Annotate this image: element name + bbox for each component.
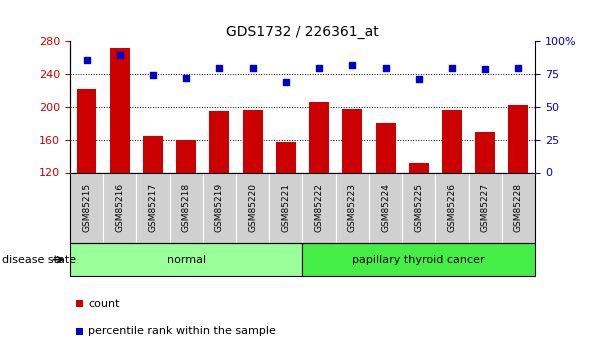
Text: count: count [88,299,120,308]
Text: percentile rank within the sample: percentile rank within the sample [88,326,276,336]
Point [181,75,191,81]
Point [480,66,490,72]
Bar [342,109,362,172]
Text: GSM85225: GSM85225 [414,183,423,233]
Point [81,57,91,62]
Text: GSM85223: GSM85223 [348,183,357,233]
Text: GSM85216: GSM85216 [116,183,124,233]
Point [347,62,357,68]
Bar [442,110,462,172]
Text: GSM85220: GSM85220 [248,183,257,233]
Text: disease state: disease state [2,255,76,265]
Bar [209,111,229,172]
Point [281,79,291,85]
Title: GDS1732 / 226361_at: GDS1732 / 226361_at [226,25,379,39]
Bar [243,110,263,172]
Text: GSM85228: GSM85228 [514,183,523,233]
Point [148,73,158,78]
Text: GSM85227: GSM85227 [481,183,489,233]
Bar [77,89,97,172]
Text: GSM85218: GSM85218 [182,183,191,233]
Text: GSM85217: GSM85217 [148,183,157,233]
Point [381,65,390,70]
Text: GSM85224: GSM85224 [381,184,390,232]
Bar [143,136,163,172]
Bar [309,102,329,172]
Point [248,65,258,70]
Point [514,65,523,70]
Text: GSM85222: GSM85222 [314,184,323,232]
Point [414,77,424,82]
Bar [110,48,130,172]
Text: GSM85221: GSM85221 [282,183,291,233]
Text: papillary thyroid cancer: papillary thyroid cancer [353,255,485,265]
Point [215,65,224,70]
Bar [276,142,296,172]
Text: GSM85226: GSM85226 [447,183,457,233]
Bar [475,131,495,172]
Point [115,52,125,57]
Bar [409,164,429,172]
Text: GSM85215: GSM85215 [82,183,91,233]
Bar [376,123,395,172]
Point [447,65,457,70]
Bar [508,105,528,172]
Text: normal: normal [167,255,206,265]
Text: GSM85219: GSM85219 [215,183,224,233]
Bar [176,140,196,172]
Point [314,65,324,70]
